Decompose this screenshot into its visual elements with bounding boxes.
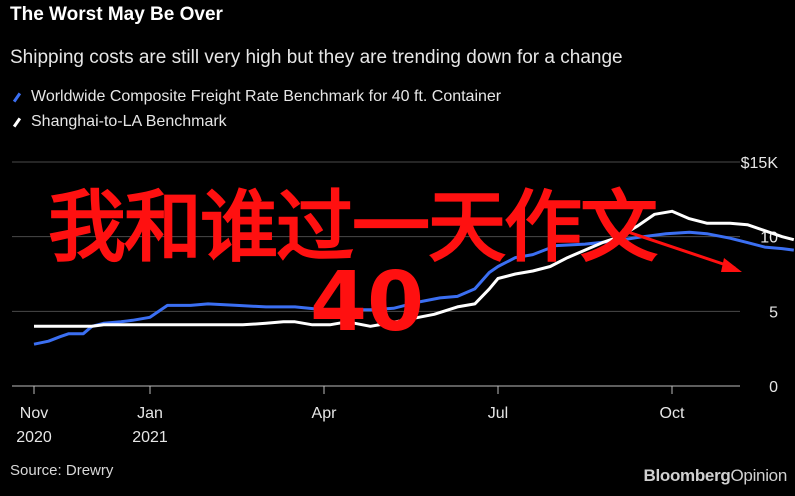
x-tick-year-1: 2021	[132, 429, 168, 446]
brand-sub: Opinion	[730, 466, 788, 485]
y-tick-label-15: $15K	[741, 155, 779, 172]
x-tick-label-3: Jul	[488, 405, 508, 422]
source-note: Source: Drewry	[10, 462, 114, 479]
chart-title: The Worst May Be Over	[10, 4, 223, 25]
overlay-arrow-line	[621, 228, 736, 270]
series-line-1	[34, 209, 795, 328]
y-tick-label-5: 5	[769, 304, 778, 321]
x-tick-label-2: Apr	[312, 405, 338, 422]
series-line-0	[33, 230, 794, 346]
overlay-number: 40	[310, 255, 425, 350]
brand-logo: BloombergOpinion	[643, 466, 787, 486]
brand-main: Bloomberg	[643, 466, 731, 485]
overlay-chinese-title: 我和谁过一天作文	[48, 183, 658, 273]
legend-item-composite: Worldwide Composite Freight Rate Benchma…	[12, 88, 501, 106]
legend-label-composite: Worldwide Composite Freight Rate Benchma…	[31, 88, 502, 105]
legend-item-shanghai: Shanghai-to-LA Benchmark	[12, 113, 227, 131]
overlay-arrow-head-icon	[721, 258, 742, 272]
x-tick-label-0: Nov	[20, 405, 48, 422]
x-tick-label-1: Jan	[137, 405, 163, 422]
x-tick-year-0: 2020	[16, 429, 52, 446]
legend-label-shanghai: Shanghai-to-LA Benchmark	[31, 113, 227, 130]
chart-subtitle: Shipping costs are still very high but t…	[10, 47, 623, 68]
x-tick-label-4: Oct	[660, 405, 685, 422]
y-tick-label-0: 0	[769, 379, 778, 396]
